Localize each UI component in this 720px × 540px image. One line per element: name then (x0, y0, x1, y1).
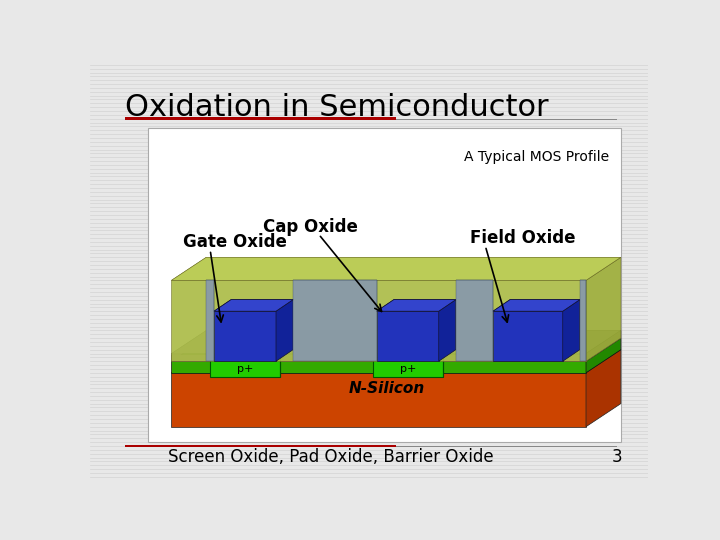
Polygon shape (580, 280, 586, 361)
Text: 3: 3 (612, 449, 622, 467)
Text: N-Silicon: N-Silicon (348, 381, 425, 396)
Polygon shape (493, 300, 580, 311)
Polygon shape (214, 300, 293, 311)
Polygon shape (373, 357, 443, 377)
Polygon shape (293, 280, 377, 361)
Bar (125, 117, 396, 120)
Polygon shape (214, 300, 293, 311)
Text: Field Oxide: Field Oxide (469, 229, 575, 247)
Bar (396, 119, 617, 120)
Polygon shape (377, 311, 438, 361)
Text: Gate Oxide: Gate Oxide (183, 233, 287, 251)
Polygon shape (171, 354, 586, 361)
Polygon shape (171, 373, 586, 427)
Polygon shape (586, 350, 621, 427)
Polygon shape (377, 300, 456, 311)
Polygon shape (377, 300, 456, 311)
Text: p+: p+ (237, 364, 253, 374)
Text: p+: p+ (400, 364, 416, 374)
Polygon shape (276, 300, 293, 361)
Polygon shape (171, 280, 586, 361)
Text: A Typical MOS Profile: A Typical MOS Profile (464, 150, 609, 164)
Text: Cap Oxide: Cap Oxide (264, 218, 359, 235)
Polygon shape (586, 338, 621, 373)
Polygon shape (171, 338, 621, 361)
Polygon shape (210, 357, 280, 377)
Polygon shape (493, 311, 563, 361)
Polygon shape (214, 311, 276, 361)
Polygon shape (171, 257, 621, 280)
Bar (148, 128, 621, 442)
Polygon shape (171, 330, 621, 354)
Polygon shape (493, 300, 580, 311)
Bar (396, 446, 617, 447)
Polygon shape (456, 280, 493, 361)
Polygon shape (438, 300, 456, 361)
Polygon shape (171, 361, 586, 373)
Polygon shape (563, 300, 580, 361)
Text: Oxidation in Semiconductor: Oxidation in Semiconductor (125, 93, 549, 122)
Polygon shape (586, 330, 621, 361)
Polygon shape (171, 257, 621, 280)
Polygon shape (171, 350, 621, 373)
Text: Screen Oxide, Pad Oxide, Barrier Oxide: Screen Oxide, Pad Oxide, Barrier Oxide (168, 449, 493, 467)
Polygon shape (206, 280, 214, 361)
Polygon shape (586, 257, 621, 361)
Bar (125, 445, 396, 448)
